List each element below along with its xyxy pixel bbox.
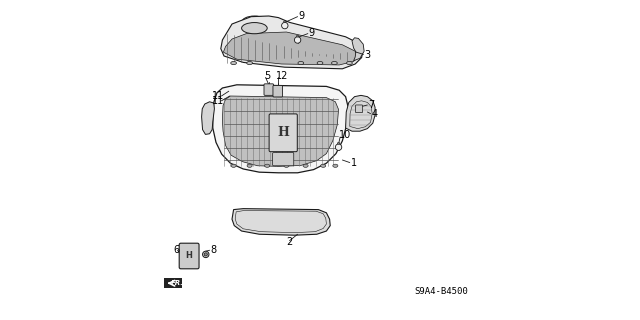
Ellipse shape bbox=[247, 164, 252, 167]
Polygon shape bbox=[346, 95, 375, 131]
Ellipse shape bbox=[337, 142, 340, 144]
Ellipse shape bbox=[333, 164, 338, 167]
Text: 7: 7 bbox=[369, 100, 375, 110]
Text: 6: 6 bbox=[173, 244, 180, 255]
Text: H: H bbox=[186, 252, 193, 260]
Ellipse shape bbox=[231, 61, 237, 65]
Ellipse shape bbox=[247, 61, 253, 65]
FancyBboxPatch shape bbox=[269, 114, 298, 152]
Circle shape bbox=[335, 144, 342, 150]
Polygon shape bbox=[352, 38, 364, 61]
FancyBboxPatch shape bbox=[273, 153, 294, 166]
Text: 11: 11 bbox=[212, 91, 224, 101]
Ellipse shape bbox=[332, 61, 337, 65]
Polygon shape bbox=[202, 102, 214, 134]
Text: 3: 3 bbox=[365, 50, 371, 60]
Polygon shape bbox=[232, 209, 330, 235]
Text: 10: 10 bbox=[339, 130, 351, 140]
Ellipse shape bbox=[321, 164, 326, 167]
Text: S9A4-B4500: S9A4-B4500 bbox=[415, 287, 468, 296]
Text: 2: 2 bbox=[287, 237, 292, 247]
Text: 4: 4 bbox=[372, 109, 378, 119]
Text: 11: 11 bbox=[212, 96, 224, 106]
Circle shape bbox=[204, 253, 207, 256]
Circle shape bbox=[202, 251, 209, 258]
FancyBboxPatch shape bbox=[164, 278, 182, 288]
Ellipse shape bbox=[265, 164, 270, 167]
FancyBboxPatch shape bbox=[273, 85, 283, 97]
FancyBboxPatch shape bbox=[179, 243, 199, 269]
Ellipse shape bbox=[241, 22, 268, 34]
Text: 12: 12 bbox=[276, 71, 288, 81]
Ellipse shape bbox=[317, 61, 323, 65]
Ellipse shape bbox=[298, 61, 304, 65]
Text: 8: 8 bbox=[211, 245, 217, 255]
Ellipse shape bbox=[296, 36, 299, 37]
Ellipse shape bbox=[284, 21, 286, 23]
Text: 1: 1 bbox=[351, 158, 357, 168]
Text: FR.: FR. bbox=[170, 280, 184, 286]
Polygon shape bbox=[221, 16, 364, 69]
FancyBboxPatch shape bbox=[264, 84, 274, 95]
Ellipse shape bbox=[231, 164, 236, 167]
Circle shape bbox=[294, 37, 301, 43]
Text: 5: 5 bbox=[264, 71, 271, 81]
Ellipse shape bbox=[303, 164, 308, 167]
Polygon shape bbox=[223, 32, 358, 65]
Circle shape bbox=[282, 22, 288, 29]
Polygon shape bbox=[212, 85, 348, 173]
Ellipse shape bbox=[284, 164, 289, 167]
Text: H: H bbox=[277, 126, 289, 139]
FancyBboxPatch shape bbox=[356, 105, 362, 113]
Polygon shape bbox=[223, 96, 339, 166]
Text: 9: 9 bbox=[309, 28, 315, 38]
Ellipse shape bbox=[347, 61, 352, 65]
Text: 9: 9 bbox=[298, 11, 305, 21]
